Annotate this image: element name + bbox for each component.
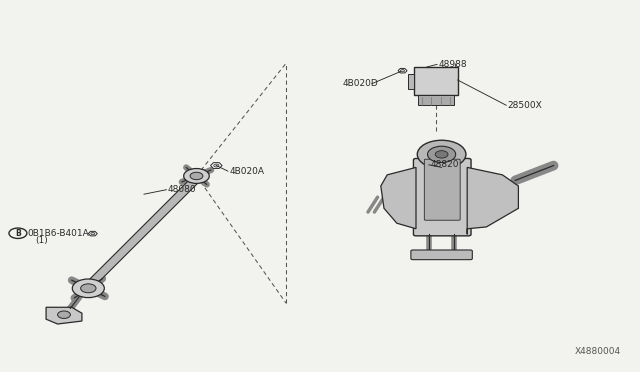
Circle shape [91, 232, 95, 235]
Text: 48988: 48988 [438, 60, 467, 69]
Text: B: B [15, 229, 20, 238]
Circle shape [72, 279, 104, 298]
Circle shape [435, 151, 448, 158]
Polygon shape [211, 163, 222, 169]
Circle shape [9, 228, 27, 238]
Text: 4B020A: 4B020A [229, 167, 264, 176]
Polygon shape [398, 68, 407, 73]
Polygon shape [467, 167, 518, 234]
Text: X4880004: X4880004 [575, 347, 621, 356]
Circle shape [214, 164, 219, 167]
Text: (1): (1) [35, 236, 48, 245]
Text: 4B020D: 4B020D [342, 79, 378, 88]
FancyBboxPatch shape [411, 250, 472, 260]
Circle shape [81, 284, 96, 293]
Circle shape [184, 169, 209, 183]
Text: 48820: 48820 [430, 160, 459, 169]
Text: 0B1B6-B401A: 0B1B6-B401A [27, 229, 88, 238]
Circle shape [417, 140, 466, 169]
FancyBboxPatch shape [413, 158, 471, 236]
Polygon shape [84, 177, 201, 288]
Polygon shape [418, 95, 454, 105]
Text: 48080: 48080 [168, 185, 196, 194]
Polygon shape [46, 307, 82, 324]
FancyBboxPatch shape [424, 159, 460, 220]
Polygon shape [88, 231, 97, 236]
Text: 28500X: 28500X [508, 101, 542, 110]
Circle shape [401, 70, 404, 72]
Circle shape [190, 172, 203, 180]
Polygon shape [414, 67, 458, 95]
Polygon shape [408, 74, 414, 89]
Circle shape [58, 311, 70, 318]
Polygon shape [381, 167, 416, 229]
Circle shape [428, 146, 456, 163]
